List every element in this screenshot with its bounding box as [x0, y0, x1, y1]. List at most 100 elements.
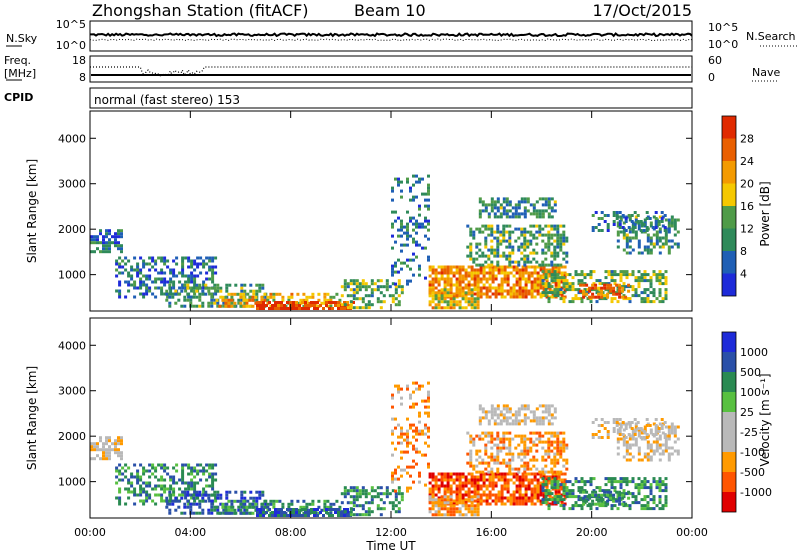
velocity-cell: [287, 502, 291, 506]
velocity-cell: [304, 514, 307, 517]
velocity-cell: [440, 475, 444, 479]
velocity-cell: [600, 496, 604, 500]
power-cell: [547, 248, 551, 252]
velocity-cell: [163, 484, 167, 488]
velocity-cell: [166, 472, 170, 476]
velocity-cell: [545, 487, 549, 491]
velocity-cell: [201, 496, 205, 500]
power-cell: [628, 218, 632, 222]
power-cell: [664, 288, 668, 292]
velocity-cell: [190, 496, 194, 500]
power-cell: [485, 295, 489, 299]
velocity-cell: [520, 440, 524, 444]
power-cell: [506, 277, 510, 281]
velocity-cell: [461, 513, 465, 517]
power-cell: [651, 226, 655, 229]
velocity-cell: [544, 452, 548, 456]
power-cell: [473, 288, 477, 292]
power-cell: [308, 295, 312, 299]
velocity-cell: [349, 507, 353, 511]
power-cell: [481, 230, 485, 234]
power-cell: [648, 217, 652, 220]
power-cell: [676, 245, 680, 249]
power-cell: [151, 265, 155, 269]
velocity-cell: [634, 486, 638, 490]
velocity-cell: [364, 510, 368, 514]
velocity-cell: [523, 416, 527, 420]
velocity-cell: [616, 440, 620, 444]
velocity-cell: [565, 446, 569, 450]
power-cell: [421, 177, 424, 181]
power-cell: [346, 301, 349, 304]
velocity-cell: [637, 477, 641, 481]
velocity-cell: [467, 481, 471, 485]
velocity-cell: [440, 495, 444, 499]
power-cell: [470, 277, 474, 281]
power-cell: [661, 236, 665, 240]
power-cell: [472, 257, 476, 261]
velocity-cell: [518, 487, 522, 491]
velocity-cell: [676, 449, 680, 453]
power-cell: [544, 276, 548, 280]
power-cell: [382, 300, 386, 304]
velocity-cell: [168, 499, 172, 503]
power-cell: [266, 295, 270, 299]
velocity-cell: [503, 484, 507, 488]
power-cell: [96, 247, 99, 251]
power-cell: [538, 224, 542, 228]
velocity-cell: [139, 475, 143, 479]
velocity-cell: [151, 487, 155, 491]
power-cell: [210, 292, 214, 296]
velocity-cell: [269, 502, 273, 506]
velocity-cell: [108, 454, 111, 458]
power-cell: [304, 307, 307, 310]
velocity-cell: [478, 407, 482, 411]
velocity-cell: [470, 478, 474, 482]
power-cell: [440, 268, 444, 272]
power-cell: [547, 215, 551, 219]
power-cell: [541, 212, 545, 216]
velocity-cell: [208, 475, 212, 479]
power-cell: [622, 294, 626, 298]
velocity-cell: [562, 492, 566, 496]
velocity-cell: [437, 484, 441, 488]
velocity-cell: [190, 493, 194, 497]
velocity-cell: [424, 399, 427, 403]
velocity-cell: [594, 493, 598, 497]
power-cell: [479, 280, 483, 284]
power-cell: [193, 280, 197, 284]
power-cell: [461, 297, 465, 301]
velocity-cell: [539, 490, 543, 494]
nsearch-trace: [89, 38, 693, 42]
power-cell: [168, 286, 172, 290]
power-cell: [493, 203, 497, 207]
power-cell: [171, 295, 175, 299]
date-label: 17/Oct/2015: [592, 1, 692, 20]
power-cell: [625, 251, 629, 255]
power-cell: [553, 254, 557, 258]
velocity-cell: [467, 472, 471, 476]
power-cell: [536, 283, 540, 287]
velocity-cell: [550, 486, 554, 490]
velocity-cell: [518, 499, 522, 503]
power-cell: [478, 215, 482, 219]
power-cell: [529, 224, 533, 228]
power-cell: [458, 268, 462, 272]
power-cell: [520, 251, 524, 255]
power-cell: [526, 242, 530, 246]
power-cell: [302, 304, 306, 308]
power-cell: [397, 285, 401, 289]
velocity-cell: [670, 422, 674, 426]
power-cell: [667, 218, 671, 222]
velocity-cell: [544, 407, 548, 411]
velocity-cell: [105, 439, 108, 443]
power-cell: [550, 291, 554, 295]
power-cell: [434, 274, 438, 278]
power-cell: [120, 232, 123, 236]
power-cell: [496, 248, 500, 252]
power-cell: [400, 195, 403, 199]
velocity-cell: [412, 459, 415, 463]
velocity-cell: [607, 498, 611, 502]
power-cell: [337, 301, 340, 304]
power-cell: [664, 242, 668, 246]
